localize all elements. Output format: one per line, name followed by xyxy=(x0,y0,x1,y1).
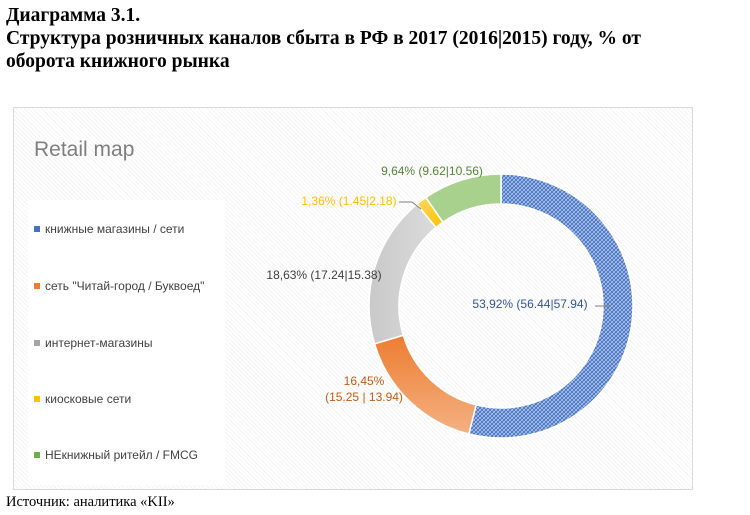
data-label: 1,36% (1.45|2.18) xyxy=(301,194,396,208)
legend-label: киосковые сети xyxy=(45,392,132,406)
donut-slice xyxy=(424,173,502,224)
legend-label: интернет-магазины xyxy=(45,336,153,350)
data-label: 18,63% (17.24|15.38) xyxy=(266,268,381,282)
leader-line xyxy=(399,201,422,210)
legend-swatch xyxy=(34,340,40,346)
source-note: Источник: аналитика «KII» xyxy=(6,494,175,510)
legend-swatch xyxy=(34,226,40,232)
data-label: 53,92% (56.44|57.94) xyxy=(472,297,587,311)
figure-title-line-2: оборота книжного рынка xyxy=(6,51,230,72)
donut-chart: 53,92% (56.44|57.94) 16,45% (15.25 | 13.94… xyxy=(266,164,634,439)
legend-swatch xyxy=(34,452,40,458)
legend-label: книжные магазины / сети xyxy=(45,222,185,236)
data-label: 16,45% (15.25 | 13.94) xyxy=(325,374,403,404)
figure-number: Диаграмма 3.1. xyxy=(6,5,141,26)
donut-slice xyxy=(467,173,634,439)
donut-slice xyxy=(373,334,478,435)
legend-item: сеть "Читай-город / Буквоед" xyxy=(34,279,204,293)
data-label: 9,64% (9.62|10.56) xyxy=(381,164,483,178)
legend-label: НЕкнижный ритейл / FMCG xyxy=(45,448,199,462)
chart-area: Retail map книжные магазины / сети сеть "… xyxy=(13,107,693,490)
legend-item: киосковые сети xyxy=(34,392,131,406)
page-heading: Диаграмма 3.1. Структура розничных канал… xyxy=(6,4,746,73)
legend-swatch xyxy=(34,283,40,289)
legend-item: книжные магазины / сети xyxy=(34,222,184,236)
legend-item: интернет-магазины xyxy=(34,336,152,350)
chart-legend: книжные магазины / сети сеть "Читай-город… xyxy=(28,200,225,485)
figure-title-line-1: Структура розничных каналов сбыта в РФ в… xyxy=(6,28,641,49)
chart-title: Retail map xyxy=(34,138,135,161)
legend-swatch xyxy=(34,396,40,402)
legend-item: НЕкнижный ритейл / FMCG xyxy=(34,448,198,462)
legend-label: сеть "Читай-город / Буквоед" xyxy=(45,279,205,293)
